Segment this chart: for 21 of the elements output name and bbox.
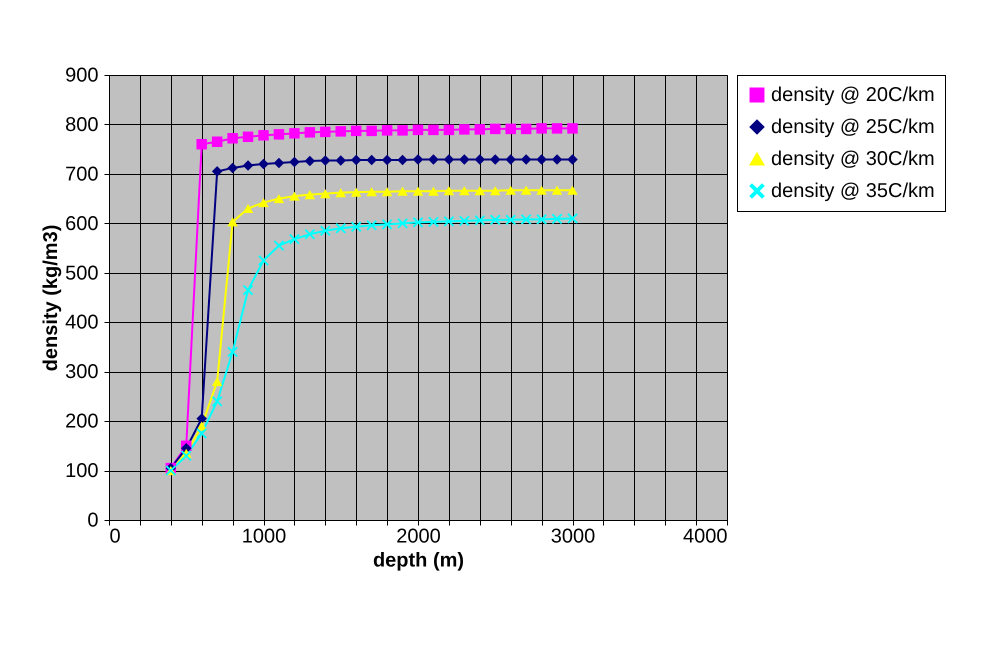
legend-label: density @ 25C/km [771,116,935,138]
y-tick-label: 600 [65,212,98,235]
y-tick-label: 500 [65,262,98,284]
y-tick-label: 800 [65,114,98,136]
y-tick-label: 700 [65,163,98,186]
x-tick-label: 2000 [396,526,441,548]
legend-label: density @ 35C/km [771,180,935,202]
y-axis-title: density (kg/m3) [40,224,62,372]
y-tick-label: 400 [65,312,98,334]
x-axis-title: depth (m) [372,550,464,572]
x-tick-label: 0 [110,526,121,548]
y-tick-label: 900 [65,64,98,86]
legend-label: density @ 20C/km [771,84,935,106]
y-tick-label: 200 [65,410,98,433]
y-tick-label: 100 [65,460,98,482]
x-tick-label: 3000 [550,526,596,548]
legend-label: density @ 30C/km [771,148,935,170]
y-tick-label: 300 [65,361,98,384]
x-tick-label: 1000 [242,526,286,548]
y-tick-label: 0 [87,510,98,532]
x-tick-label: 4000 [683,526,728,548]
